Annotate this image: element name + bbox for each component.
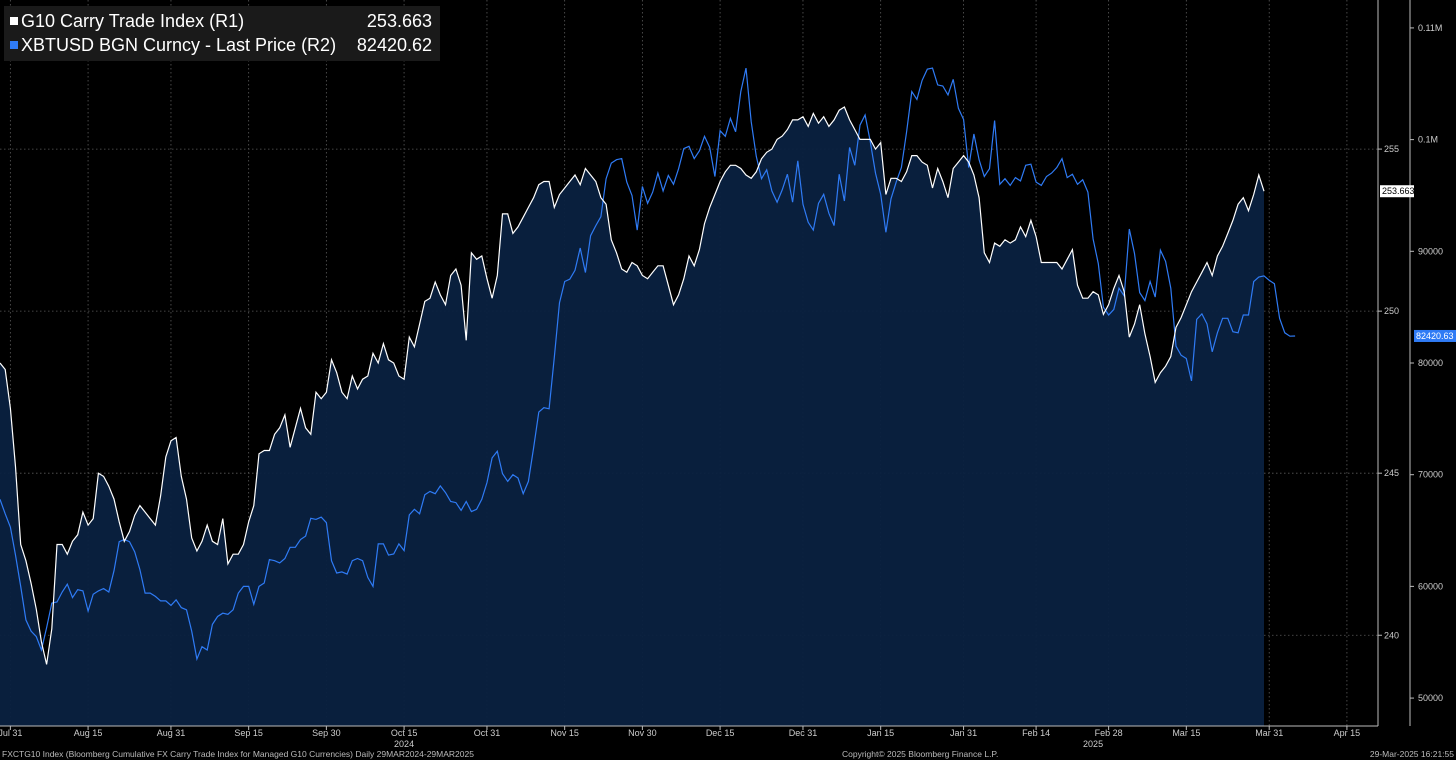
last-value-labels: 253.663 82420.63 bbox=[1380, 185, 1456, 342]
footer-source: FXCTG10 Index (Bloomberg Cumulative FX C… bbox=[2, 749, 474, 759]
x-tick-label: Jul 31 bbox=[0, 728, 22, 738]
r2-tick-label: 50000 bbox=[1418, 693, 1443, 703]
legend-entry-xbtusd: XBTUSD BGN Curncy - Last Price (R2) 8242… bbox=[10, 33, 432, 57]
x-tick-label: Mar 31 bbox=[1255, 728, 1283, 738]
r2-tick-label: 70000 bbox=[1418, 470, 1443, 480]
x-tick-label: Jan 15 bbox=[867, 728, 894, 738]
last-value-box-r1 bbox=[1380, 185, 1414, 198]
x-tick-label: Sep 30 bbox=[312, 728, 341, 738]
x-tick-label: Jan 31 bbox=[950, 728, 977, 738]
footer-timestamp: 29-Mar-2025 16:21:55 bbox=[1369, 749, 1454, 759]
legend-label: XBTUSD BGN Curncy - Last Price (R2) bbox=[21, 35, 337, 55]
legend-label: G10 Carry Trade Index (R1) bbox=[21, 11, 245, 31]
r1-tick-label: 245 bbox=[1384, 468, 1399, 478]
x-tick-label: Apr 15 bbox=[1334, 728, 1361, 738]
x-tick-label: Oct 31 bbox=[474, 728, 501, 738]
x-tick-label: Oct 15 bbox=[391, 728, 418, 738]
r2-tick-label: 90000 bbox=[1418, 246, 1443, 256]
x-tick-label: Dec 31 bbox=[789, 728, 818, 738]
r2-tick-label: 0.1M bbox=[1418, 135, 1438, 145]
legend-value: 253.663 bbox=[366, 11, 432, 31]
x-year-label: 2024 bbox=[394, 739, 414, 749]
legend-entry-g10-carry: G10 Carry Trade Index (R1) 253.663 bbox=[10, 9, 432, 33]
series-line-xbtusd bbox=[0, 67, 1296, 662]
x-tick-label: Feb 14 bbox=[1022, 728, 1050, 738]
legend-value: 82420.62 bbox=[356, 35, 432, 55]
x-year-label: 2025 bbox=[1083, 739, 1103, 749]
right-axis-r2: 50000 60000 70000 80000 90000 0.1M 0.11M bbox=[1409, 0, 1443, 726]
legend-swatch-white bbox=[10, 17, 18, 25]
r2-tick-label: 60000 bbox=[1418, 581, 1443, 591]
r2-tick-label: 0.11M bbox=[1418, 23, 1442, 33]
last-value-label-r1: 253.663 bbox=[1382, 186, 1415, 196]
last-value-box-r2 bbox=[1414, 329, 1456, 342]
series-area-fill bbox=[0, 107, 1264, 726]
chart-footer: FXCTG10 Index (Bloomberg Cumulative FX C… bbox=[0, 748, 1456, 760]
x-axis: Jul 31 Aug 15 Aug 31 Sep 15 Sep 30 Oct 15 Oct … bbox=[0, 725, 1378, 749]
x-tick-label: Nov 15 bbox=[550, 728, 579, 738]
x-tick-label: Mar 15 bbox=[1172, 728, 1200, 738]
legend-swatch-blue bbox=[10, 41, 18, 49]
x-tick-label: Dec 15 bbox=[706, 728, 735, 738]
x-tick-label: Nov 30 bbox=[628, 728, 657, 738]
r1-tick-label: 250 bbox=[1384, 306, 1399, 316]
r2-tick-label: 80000 bbox=[1418, 358, 1443, 368]
x-tick-label: Feb 28 bbox=[1095, 728, 1123, 738]
footer-copyright: Copyright© 2025 Bloomberg Finance L.P. bbox=[842, 749, 999, 759]
r1-tick-label: 240 bbox=[1384, 630, 1399, 640]
r1-tick-label: 255 bbox=[1384, 144, 1399, 154]
x-tick-label: Aug 15 bbox=[74, 728, 103, 738]
x-tick-label: Aug 31 bbox=[157, 728, 186, 738]
chart-legend: G10 Carry Trade Index (R1) 253.663 XBTUS… bbox=[4, 6, 440, 61]
last-value-label-r2: 82420.63 bbox=[1416, 331, 1454, 341]
series-line-g10-carry bbox=[0, 106, 1265, 665]
right-axis-r1: 240 245 250 255 bbox=[1377, 0, 1399, 726]
x-tick-label: Sep 15 bbox=[234, 728, 263, 738]
